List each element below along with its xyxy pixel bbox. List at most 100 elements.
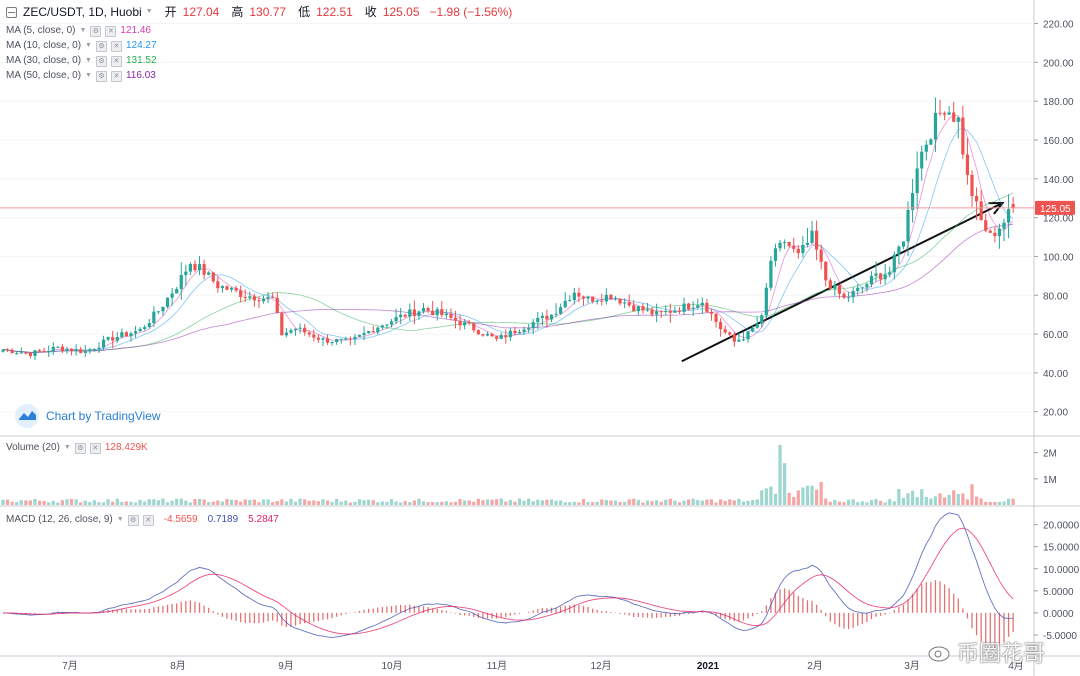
settings-icon[interactable]: ⚙ [95, 70, 107, 82]
settings-icon[interactable]: ⚙ [127, 514, 139, 526]
candle-body [353, 336, 357, 340]
open-label: 开 [164, 5, 177, 19]
ma50-legend[interactable]: MA (50, close, 0) ▼ ⚙ ✕ 116.03 [6, 68, 156, 84]
volume-bar [293, 501, 298, 505]
settings-icon[interactable]: ⚙ [95, 40, 107, 52]
volume-bar [705, 499, 709, 505]
close-icon[interactable]: ✕ [89, 442, 101, 454]
ma5-legend[interactable]: MA (5, close, 0) ▼ ⚙ ✕ 121.46 [6, 23, 151, 39]
time-axis-label: 2月 [807, 660, 823, 672]
symbol-title: ZEC/USDT, 1D, Huobi [23, 5, 142, 19]
volume-bar [97, 502, 101, 505]
candle-body [161, 306, 165, 312]
volume-bar [421, 501, 426, 505]
volume-bar [824, 498, 828, 505]
candle-body [111, 337, 115, 341]
volume-bar [714, 502, 718, 505]
volume-bar [641, 502, 645, 505]
settings-icon[interactable]: ⚙ [74, 442, 86, 454]
candles [1, 97, 1015, 360]
candle-body [691, 307, 695, 310]
close-icon[interactable]: ✕ [142, 514, 154, 526]
settings-icon[interactable]: ⚙ [95, 55, 107, 67]
volume-bar [458, 499, 462, 505]
candle-body [417, 311, 421, 316]
dropdown-icon[interactable]: ▼ [85, 72, 92, 79]
volume-bar [924, 497, 928, 505]
candle-body [568, 300, 572, 302]
volume-bar [220, 501, 224, 505]
volume-bar [920, 489, 924, 505]
candle-body [604, 294, 608, 302]
ma10-legend[interactable]: MA (10, close, 0) ▼ ⚙ ✕ 124.27 [6, 38, 157, 54]
collapse-icon[interactable] [6, 6, 17, 18]
price-tick-label: 100.00 [1043, 252, 1074, 263]
volume-bar [581, 498, 586, 505]
candle-body [284, 332, 288, 336]
volume-bar [371, 500, 375, 505]
close-icon[interactable]: ✕ [110, 70, 122, 82]
volume-bar [828, 501, 832, 505]
candle-body [778, 242, 782, 249]
dropdown-icon[interactable]: ▼ [63, 444, 71, 451]
volume-bar [522, 500, 526, 505]
candle-body [207, 272, 211, 275]
dropdown-icon[interactable]: ▼ [79, 27, 87, 34]
close-icon[interactable]: ✕ [110, 55, 122, 67]
candle-body [741, 339, 746, 341]
volume-bar [842, 502, 846, 505]
ma30-legend[interactable]: MA (30, close, 0) ▼ ⚙ ✕ 131.52 [6, 53, 157, 69]
dropdown-icon[interactable]: ▼ [145, 8, 153, 15]
candle-body [449, 313, 453, 318]
candle-body [623, 302, 627, 304]
volume-bar [394, 501, 398, 505]
tradingview-branding[interactable]: Chart by TradingView [14, 403, 161, 429]
candle-body [641, 306, 645, 311]
candle-body [924, 144, 928, 152]
volume-bar [609, 500, 613, 505]
candle-body [673, 310, 677, 313]
close-icon[interactable]: ✕ [110, 40, 122, 52]
volume-bar [490, 499, 494, 505]
candle-body [120, 332, 124, 338]
volume-bar [723, 500, 727, 505]
candle-body [517, 331, 522, 334]
volume-bar [321, 499, 325, 505]
volume-bar [540, 500, 544, 505]
price-tick-label: 40.00 [1043, 369, 1068, 380]
dropdown-icon[interactable]: ▼ [85, 42, 92, 49]
volume-bar [549, 499, 554, 505]
candle-body [152, 311, 156, 324]
volume-bar [152, 499, 156, 505]
volume-bar [170, 500, 174, 505]
volume-bar [650, 501, 654, 505]
time-axis-label: 2021 [697, 661, 720, 672]
volume-bar [709, 499, 714, 505]
volume-bar [202, 499, 206, 505]
volume-bar [915, 497, 919, 505]
settings-icon[interactable]: ⚙ [90, 25, 102, 37]
volume-bar [133, 502, 138, 505]
volume-legend[interactable]: Volume (20) ▼ ⚙ ✕ 128.429K [6, 440, 148, 456]
volume-bar [778, 444, 782, 505]
candle-body [362, 333, 366, 335]
volume-bar [673, 500, 677, 505]
macd-legend[interactable]: MACD (12, 26, close, 9) ▼ ⚙ ✕ -4.5659 0.… [6, 512, 279, 528]
volume-bar [266, 499, 270, 505]
close-icon[interactable]: ✕ [105, 25, 117, 37]
candle-body [682, 303, 686, 312]
candle-body [248, 296, 252, 298]
candle-body [412, 309, 416, 316]
candle-body [828, 280, 832, 289]
dropdown-icon[interactable]: ▼ [116, 516, 124, 523]
candle-body [869, 275, 874, 285]
dropdown-icon[interactable]: ▼ [85, 57, 92, 64]
candle-body [83, 351, 87, 353]
volume-bar [389, 499, 394, 505]
volume-bar [481, 500, 485, 505]
candle-body [586, 296, 590, 299]
candle-body [472, 323, 476, 331]
volume-bar [1011, 498, 1015, 505]
candle-body [728, 332, 732, 335]
